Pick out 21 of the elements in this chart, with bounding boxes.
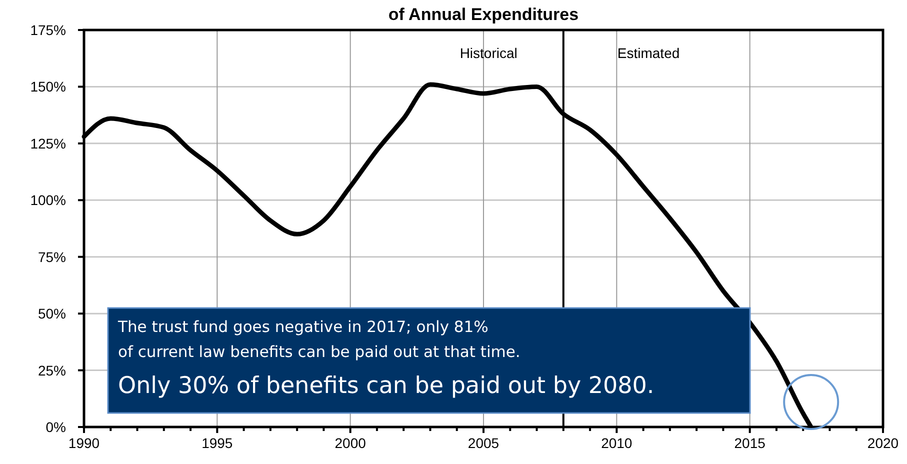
y-tick-label: 150% [30, 78, 66, 95]
x-tick-label: 1995 [202, 435, 233, 451]
y-tick-label: 50% [38, 306, 66, 322]
y-tick-label: 0% [46, 419, 66, 435]
x-tick-label: 2000 [334, 435, 366, 451]
annotation: Only 30% of benefits can be paid out by 2080. [118, 373, 654, 399]
y-tick-label: 25% [38, 362, 66, 378]
x-tick-label: 2010 [601, 435, 632, 451]
x-tick-label: 2020 [867, 435, 899, 451]
text-box: The trust fund goes negative in 2017; only 81% of current law benefits can be paid out at that time. Only 30% of benefits can be paid out by 2080. [107, 307, 751, 414]
chart-title: of Annual Expenditures [388, 5, 579, 24]
annotation: Estimated [617, 45, 680, 61]
y-tick-label: 175% [30, 22, 66, 38]
y-tick-label: 75% [38, 248, 66, 265]
annotation: Historical [460, 45, 518, 61]
x-tick-label: 1990 [68, 435, 100, 451]
y-tick-label: 125% [30, 135, 66, 152]
y-tick-label: 100% [30, 192, 66, 208]
x-tick-label: 2015 [734, 435, 766, 451]
annotation: The trust fund goes negative in 2017; only 81% of current law benefits can be paid out at that time. [117, 318, 520, 361]
x-tick-label: 2005 [468, 435, 500, 451]
